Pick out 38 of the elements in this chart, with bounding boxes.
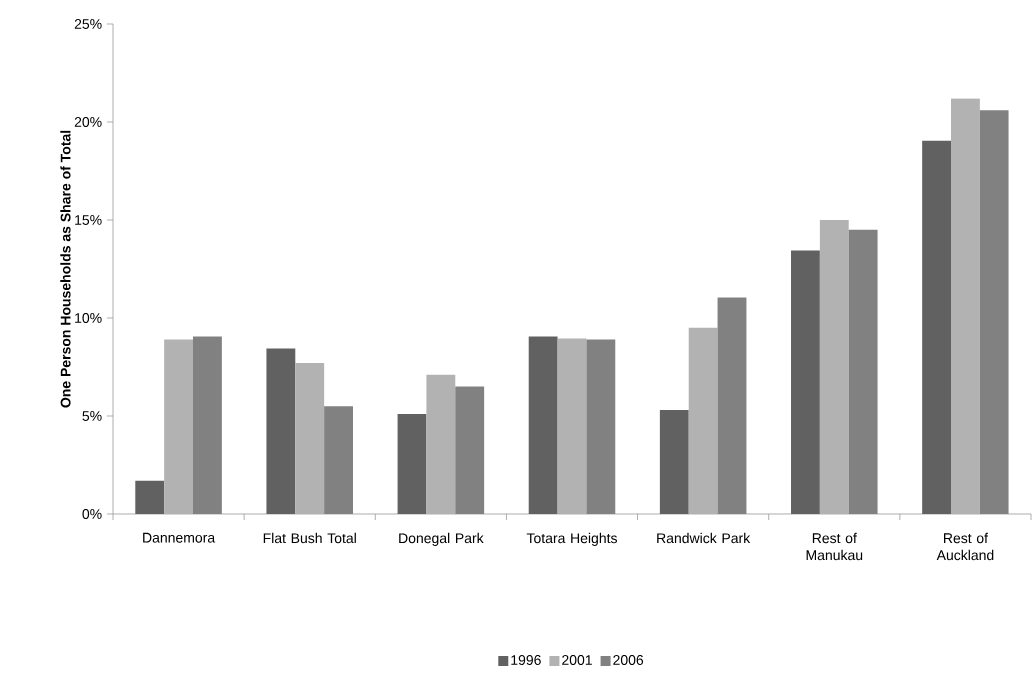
legend-label: 1996 <box>511 655 541 665</box>
x-tick-label: Totara Heights <box>526 532 617 546</box>
x-tick-label: Donegal Park <box>399 532 484 546</box>
bar <box>791 250 820 514</box>
bar <box>979 110 1009 514</box>
bar <box>455 386 485 514</box>
bar <box>688 327 718 514</box>
x-tick-label: Randwick Park <box>657 532 751 544</box>
bar <box>922 140 952 514</box>
y-tick-label: 0% <box>82 509 102 519</box>
bar <box>193 336 222 514</box>
x-tick-label: Flat Bush Total <box>263 532 356 544</box>
bar <box>295 363 325 514</box>
x-tick-label: Dannemora <box>143 532 216 543</box>
bar <box>397 414 427 514</box>
bar <box>848 229 878 514</box>
bar <box>528 336 558 514</box>
bar <box>557 338 587 514</box>
bar <box>586 339 616 514</box>
x-tick-label: Rest of Manukau <box>806 532 863 561</box>
y-tick-label: 10% <box>75 313 102 323</box>
y-tick-label: 25% <box>74 19 102 29</box>
bar <box>135 480 165 514</box>
y-axis-title: One Person Households as Share of Total <box>60 130 71 408</box>
bar <box>164 339 193 514</box>
bar <box>324 406 353 514</box>
y-tick-label: 5% <box>82 411 102 421</box>
bar <box>659 410 689 514</box>
legend-label: 2006 <box>613 655 644 665</box>
bar <box>717 297 747 514</box>
y-tick-label: 15% <box>75 215 102 225</box>
y-tick-label: 20% <box>74 117 102 127</box>
x-tick-label: Rest of Auckland <box>936 532 994 561</box>
bar <box>951 98 980 514</box>
bar <box>426 374 456 514</box>
bar <box>266 348 296 514</box>
bar <box>819 220 849 514</box>
legend-label: 2001 <box>562 655 592 665</box>
